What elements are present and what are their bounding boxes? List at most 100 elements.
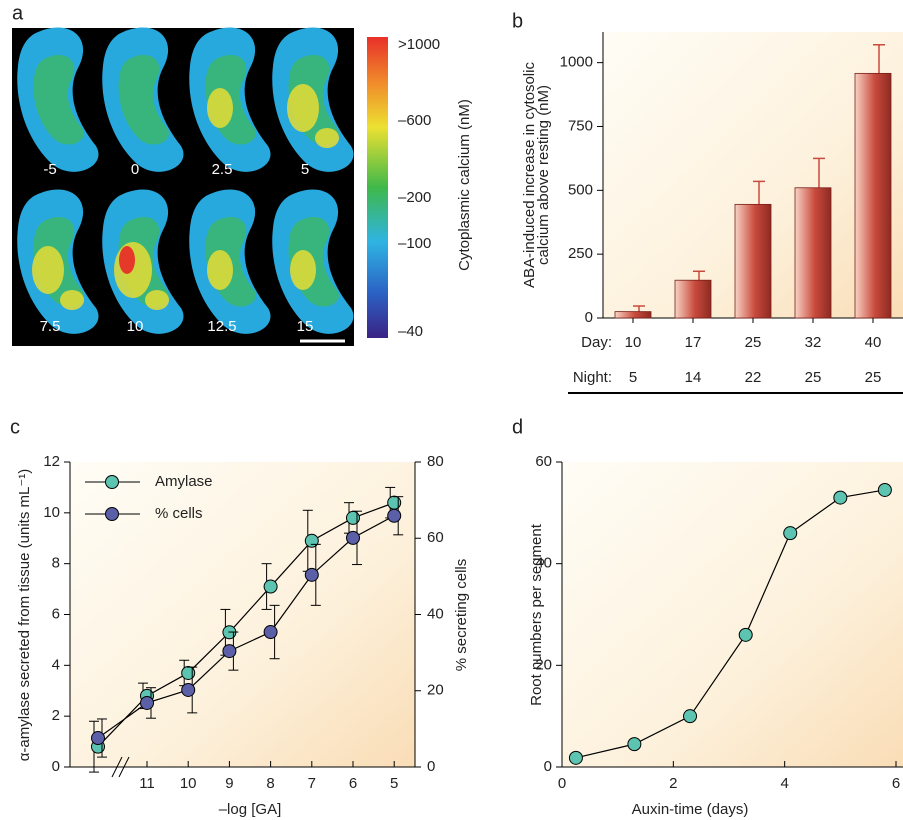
point bbox=[263, 579, 278, 594]
y-axis-label: ABA-induced increase in cytosolic bbox=[521, 62, 538, 288]
point bbox=[346, 510, 360, 525]
y2-tick-label: 20 bbox=[427, 682, 444, 699]
plot-background bbox=[562, 462, 903, 767]
panel-letter: c bbox=[10, 416, 20, 438]
point bbox=[91, 731, 105, 746]
bar bbox=[614, 311, 652, 319]
point bbox=[738, 627, 753, 642]
cell-spot bbox=[60, 290, 84, 310]
colorbar-label: >1000 bbox=[398, 36, 440, 53]
y2-axis-label: % secreting cells bbox=[453, 559, 470, 672]
legend-label: Amylase bbox=[155, 473, 213, 490]
time-label: 10 bbox=[127, 318, 144, 335]
cell-spot bbox=[290, 250, 316, 290]
cell-spot bbox=[114, 242, 152, 298]
y-tick-label: 40 bbox=[535, 555, 552, 572]
time-label: -5 bbox=[43, 161, 56, 178]
x-axis-label: –log [GA] bbox=[219, 801, 282, 818]
x-axis-label: Auxin-time (days) bbox=[632, 801, 749, 818]
x-tick-label: 4 bbox=[780, 775, 788, 792]
y-tick-label: 1000 bbox=[560, 54, 593, 71]
x-tick-label: 8 bbox=[266, 775, 274, 792]
panel-letter: a bbox=[12, 2, 24, 24]
x-tick-label: 32 bbox=[805, 334, 822, 351]
time-label: 5 bbox=[301, 161, 309, 178]
y-tick-label: 500 bbox=[568, 181, 593, 198]
x-tick-label: 0 bbox=[558, 775, 566, 792]
colorbar bbox=[367, 37, 388, 338]
point bbox=[140, 695, 154, 710]
colorbar-label: –40 bbox=[398, 323, 423, 340]
panel-letter: b bbox=[512, 10, 523, 32]
time-label: 15 bbox=[297, 318, 314, 335]
legend-label: % cells bbox=[155, 505, 203, 522]
time-label: 7.5 bbox=[40, 318, 61, 335]
cell-spot bbox=[207, 88, 233, 128]
x-tick-label: 6 bbox=[349, 775, 357, 792]
x-tick-label: 25 bbox=[745, 334, 762, 351]
cell-spot bbox=[32, 246, 64, 294]
night-label: 25 bbox=[865, 369, 882, 386]
colorbar-title: Cytoplasmic calcium (nM) bbox=[456, 99, 473, 271]
night-label: 5 bbox=[629, 369, 637, 386]
y-tick-label: 4 bbox=[52, 656, 60, 673]
y-tick-label: 0 bbox=[544, 758, 552, 775]
bar bbox=[854, 72, 892, 319]
axis-break bbox=[111, 756, 130, 778]
x-tick-label: 2 bbox=[669, 775, 677, 792]
point bbox=[627, 737, 642, 752]
point bbox=[387, 508, 402, 523]
y2-tick-label: 60 bbox=[427, 529, 444, 546]
x-tick-label: 6 bbox=[892, 775, 900, 792]
cell-spot bbox=[119, 246, 135, 274]
point bbox=[387, 495, 402, 510]
point bbox=[304, 567, 319, 582]
cell-spot bbox=[287, 84, 319, 132]
row-label: Day: bbox=[581, 334, 612, 351]
cell-spot bbox=[145, 290, 169, 310]
cell-core bbox=[118, 55, 169, 145]
y-tick-label: 60 bbox=[535, 453, 552, 470]
point bbox=[181, 665, 196, 680]
y-tick-label: 0 bbox=[585, 309, 593, 326]
x-tick-label: 40 bbox=[865, 334, 882, 351]
x-tick-label: 5 bbox=[390, 775, 398, 792]
y-tick-label: 6 bbox=[52, 605, 60, 622]
y-axis-label: Root numbers per segment bbox=[528, 523, 545, 706]
bar bbox=[794, 187, 832, 319]
y-axis-label: α-amylase secreted from tissue (units mL… bbox=[16, 469, 33, 762]
cell-spot bbox=[315, 128, 339, 148]
point bbox=[222, 644, 237, 659]
point bbox=[304, 533, 319, 548]
x-tick-label: 9 bbox=[225, 775, 233, 792]
y-tick-label: 8 bbox=[52, 555, 60, 572]
bar bbox=[734, 203, 772, 319]
y-axis-label: calcium above resting (nM) bbox=[535, 85, 552, 265]
point bbox=[833, 490, 848, 505]
legend-marker bbox=[105, 475, 119, 489]
point bbox=[263, 625, 278, 640]
cell-core bbox=[33, 55, 84, 145]
y-tick-label: 250 bbox=[568, 245, 593, 262]
point bbox=[877, 482, 892, 497]
x-tick-label: 17 bbox=[685, 334, 702, 351]
colorbar-label: –200 bbox=[398, 189, 431, 206]
series-line bbox=[97, 502, 395, 748]
legend-marker bbox=[105, 507, 119, 521]
point bbox=[181, 682, 196, 697]
point bbox=[783, 526, 798, 541]
point bbox=[568, 750, 583, 765]
point bbox=[683, 709, 698, 724]
colorbar-label: –600 bbox=[398, 112, 431, 129]
y-tick-label: 2 bbox=[52, 707, 60, 724]
row-label: Night: bbox=[573, 369, 612, 386]
night-label: 22 bbox=[745, 369, 762, 386]
y-tick-label: 10 bbox=[43, 504, 60, 521]
y-tick-label: 20 bbox=[535, 656, 552, 673]
point bbox=[346, 530, 360, 545]
panel-letter: d bbox=[512, 416, 523, 438]
time-label: 12.5 bbox=[207, 318, 236, 335]
cell-spot bbox=[207, 250, 233, 290]
